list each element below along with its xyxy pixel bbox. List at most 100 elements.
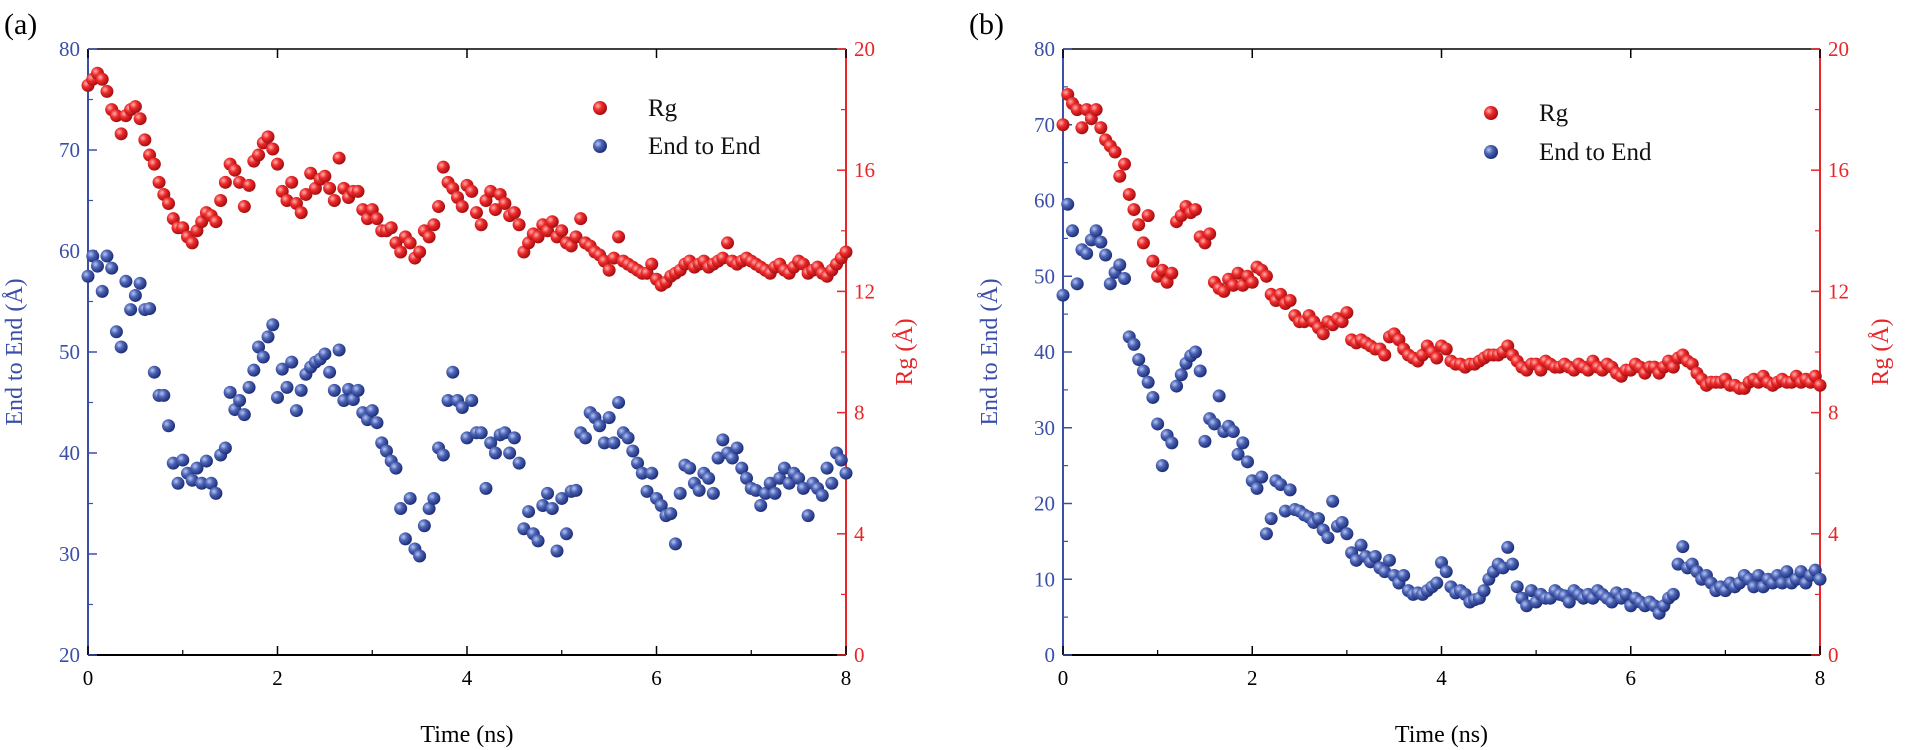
- rg-point: [488, 203, 502, 217]
- end-to-end-point: [1321, 531, 1335, 545]
- rg-point: [1378, 348, 1392, 362]
- end-to-end-point: [398, 532, 412, 546]
- end-to-end-point: [81, 269, 95, 283]
- rg-point: [1165, 266, 1179, 280]
- right-y-tick-label: 16: [1828, 158, 1849, 182]
- end-to-end-point: [124, 303, 138, 317]
- rg-point: [114, 127, 128, 141]
- rg-point: [318, 169, 332, 183]
- end-to-end-point: [512, 456, 526, 470]
- rg-point: [469, 206, 483, 220]
- end-to-end-point: [801, 509, 815, 523]
- end-to-end-point: [626, 444, 640, 458]
- rg-point: [261, 130, 275, 144]
- left-y-axis-title: End to End (Å): [977, 278, 1003, 425]
- end-to-end-point: [1264, 512, 1278, 526]
- end-to-end-point: [1056, 288, 1070, 302]
- end-to-end-point: [578, 431, 592, 445]
- right-y-tick-label: 20: [1828, 37, 1849, 61]
- left-y-tick-label: 0: [1045, 643, 1056, 667]
- end-to-end-point: [474, 426, 488, 440]
- end-to-end-point: [86, 249, 100, 263]
- rg-point: [474, 218, 488, 232]
- rg-point: [147, 157, 161, 171]
- rg-point: [138, 133, 152, 147]
- end-to-end-point: [1231, 447, 1245, 461]
- legend-label-end-to-end: End to End: [648, 133, 761, 160]
- rg-point: [1141, 209, 1155, 223]
- end-to-end-point: [252, 340, 266, 354]
- rg-point: [1094, 121, 1108, 135]
- end-to-end-point: [683, 461, 697, 475]
- end-to-end-point: [1136, 364, 1150, 378]
- legend: Rg End to End: [1484, 100, 1652, 166]
- rg-point: [1203, 227, 1217, 241]
- x-axis-title: Time (ns): [1395, 722, 1488, 748]
- end-to-end-point: [327, 383, 341, 397]
- end-to-end-point: [1212, 389, 1226, 403]
- rg-point: [285, 175, 299, 189]
- end-to-end-point: [825, 476, 839, 490]
- right-y-tick-label: 8: [1828, 401, 1839, 425]
- end-to-end-point: [792, 471, 806, 485]
- end-to-end-point: [1335, 515, 1349, 529]
- end-to-end-point: [332, 343, 346, 357]
- left-y-tick-label: 40: [59, 441, 80, 465]
- left-y-tick-label: 60: [59, 239, 80, 263]
- end-to-end-point: [1127, 337, 1141, 351]
- end-to-end-point: [379, 444, 393, 458]
- rg-point: [1113, 169, 1127, 183]
- end-to-end-point: [668, 537, 682, 551]
- left-y-tick-label: 70: [59, 138, 80, 162]
- x-tick-label: 6: [1626, 666, 1637, 690]
- rg-point: [133, 112, 147, 126]
- left-y-tick-label: 50: [1034, 264, 1055, 288]
- end-to-end-point: [1501, 540, 1515, 554]
- end-to-end-point: [1813, 572, 1827, 586]
- rg-point: [531, 230, 545, 244]
- end-to-end-point: [223, 385, 237, 399]
- end-to-end-point: [1118, 272, 1132, 286]
- end-to-end-point: [427, 491, 441, 505]
- rg-point: [1340, 306, 1354, 320]
- series-end-to-end: [1056, 197, 1827, 620]
- end-to-end-point: [1311, 512, 1325, 526]
- end-to-end-point: [1397, 568, 1411, 582]
- rg-point: [839, 245, 853, 259]
- end-to-end-point: [503, 446, 517, 460]
- end-to-end-point: [1099, 248, 1113, 262]
- right-y-tick-label: 4: [1828, 522, 1839, 546]
- end-to-end-point: [1439, 565, 1453, 579]
- x-tick-label: 2: [1247, 666, 1258, 690]
- panel-label: (a): [4, 8, 37, 41]
- rg-point: [1316, 327, 1330, 341]
- rg-point: [1188, 203, 1202, 217]
- rg-point: [266, 142, 280, 156]
- legend-marker-end-to-end: [1484, 145, 1498, 159]
- rg-point: [1430, 351, 1444, 365]
- end-to-end-point: [1368, 550, 1382, 564]
- left-y-axis-title: End to End (Å): [2, 278, 28, 425]
- end-to-end-point: [1283, 483, 1297, 497]
- end-to-end-point: [90, 259, 104, 273]
- end-to-end-point: [323, 365, 337, 379]
- end-to-end-point: [541, 486, 555, 500]
- end-to-end-point: [261, 330, 275, 344]
- series-rg: [81, 66, 853, 292]
- end-to-end-point: [114, 340, 128, 354]
- rg-point: [465, 184, 479, 198]
- rg-point: [1132, 218, 1146, 232]
- rg-point: [498, 197, 512, 211]
- end-to-end-point: [247, 363, 261, 377]
- end-to-end-point: [403, 491, 417, 505]
- end-to-end-point: [1103, 277, 1117, 291]
- rg-point: [294, 206, 308, 220]
- x-tick-label: 8: [1815, 666, 1826, 690]
- end-to-end-point: [754, 499, 768, 513]
- end-to-end-point: [1132, 353, 1146, 367]
- series-rg: [1056, 87, 1827, 395]
- rg-point: [1245, 275, 1259, 289]
- right-y-tick-label: 8: [854, 401, 865, 425]
- rg-point: [1056, 118, 1070, 132]
